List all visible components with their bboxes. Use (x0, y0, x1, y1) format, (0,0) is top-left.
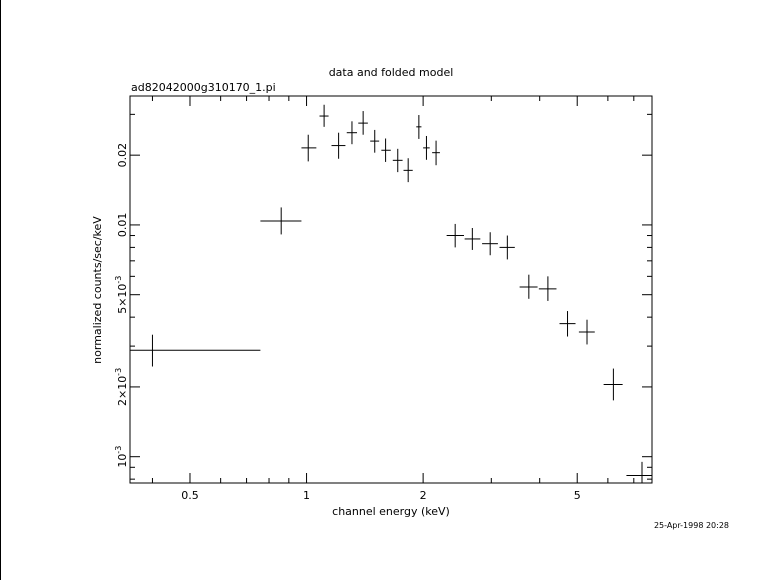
data-point (626, 461, 652, 483)
data-point (358, 111, 368, 135)
y-tick-label: 5×10-3 (114, 276, 129, 314)
data-point (538, 276, 557, 301)
data-point (446, 223, 464, 248)
data-point (559, 311, 576, 337)
data-point (482, 232, 498, 256)
data-point (423, 135, 430, 160)
data-point (603, 368, 623, 401)
data-point (416, 115, 422, 139)
chart-subtitle: ad82042000g310170_1.pi (131, 81, 276, 94)
data-point (519, 274, 538, 299)
x-tick-label: 5 (574, 489, 581, 502)
data-point (130, 334, 261, 367)
data-point (499, 235, 515, 260)
x-tick-label: 1 (303, 489, 310, 502)
data-point (392, 148, 403, 173)
y-tick-labels: 10-3 2×10-3 5×10-3 0.01 0.02 (114, 143, 129, 468)
data-point (578, 319, 595, 345)
data-point (370, 129, 380, 153)
data-point (432, 140, 440, 166)
y-axis-label: normalized counts/sec/keV (91, 216, 104, 364)
timestamp: 25-Apr-1998 20:28 (654, 521, 729, 530)
y-tick-label: 0.02 (116, 143, 129, 168)
x-tick-label: 2 (420, 489, 427, 502)
data-point (403, 158, 413, 183)
plot-frame (129, 95, 653, 484)
y-tick-label: 2×10-3 (114, 368, 129, 406)
window-left-edge (0, 0, 1, 580)
data-point (331, 132, 346, 159)
data-point (319, 104, 329, 127)
data-point (464, 227, 481, 250)
axis-ticks (130, 96, 652, 483)
y-tick-label: 0.01 (116, 213, 129, 238)
data-point (381, 138, 391, 162)
y-tick-label: 10-3 (114, 446, 129, 468)
data-point (346, 121, 358, 145)
chart-title: data and folded model (329, 66, 454, 79)
x-tick-labels: 0.5 1 2 5 (181, 489, 580, 502)
data-point (301, 134, 317, 162)
data-point (260, 207, 302, 235)
data-points (130, 104, 652, 483)
x-tick-label: 0.5 (181, 489, 199, 502)
x-axis-label: channel energy (keV) (332, 505, 450, 518)
